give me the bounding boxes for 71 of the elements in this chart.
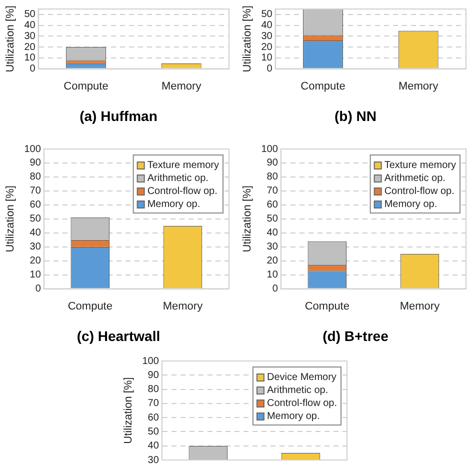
y-tick-label: 40 — [148, 440, 160, 452]
y-axis-title: Utilization [%] — [4, 6, 17, 72]
x-tick-label: Memory — [398, 80, 439, 92]
y-tick-label: 10 — [266, 270, 278, 281]
x-tick-label: Compute — [68, 300, 112, 312]
y-tick-label: 80 — [266, 172, 278, 183]
y-tick-label: 100 — [142, 356, 160, 367]
y-tick-label: 20 — [266, 256, 278, 267]
text: (c) Heartwall — [76, 328, 162, 344]
y-tick-label: 50 — [30, 214, 42, 225]
y-tick-label: 70 — [148, 398, 160, 410]
y-tick-label: 50 — [148, 426, 160, 438]
y-tick-label: 60 — [148, 412, 160, 424]
legend-label: Arithmetic op. — [266, 384, 328, 396]
x-tick-label: Compute — [304, 300, 350, 312]
y-axis-title: Utilization [%] — [242, 186, 254, 252]
y-tick-label: 0 — [30, 64, 36, 75]
y-tick-label: 60 — [30, 200, 42, 211]
x-tick-label: Memory — [162, 300, 204, 312]
legend-label: Texture memory — [147, 160, 220, 171]
y-tick-label: 60 — [266, 200, 278, 211]
y-tick-label: 20 — [24, 42, 36, 53]
y-tick-label: 70 — [30, 186, 42, 197]
y-tick-label: 50 — [261, 9, 273, 20]
legend-label: Memory op. — [266, 410, 320, 422]
y-tick-label: 0 — [35, 284, 42, 295]
y-tick-label: 80 — [148, 384, 160, 396]
y-tick-label: 70 — [266, 186, 278, 197]
legend-label: Arithmetic op. — [384, 172, 446, 184]
legend-label: Memory op. — [384, 198, 438, 210]
legend-label: Device Memory — [266, 372, 336, 383]
y-tick-label: 10 — [24, 52, 36, 64]
y-tick-label: 40 — [24, 20, 36, 32]
y-tick-label: 100 — [261, 144, 278, 155]
y-tick-label: 40 — [261, 20, 273, 32]
y-tick-label: 90 — [266, 158, 278, 169]
y-tick-label: 50 — [24, 9, 36, 20]
y-tick-label: 90 — [30, 158, 42, 169]
y-axis-title: Utilization [%] — [122, 377, 135, 444]
legend-label: Control-flow op. — [147, 186, 218, 197]
x-tick-label: Memory — [161, 80, 202, 92]
y-tick-label: 30 — [266, 242, 278, 253]
x-tick-label: Memory — [400, 300, 440, 312]
legend-label: Memory op. — [147, 198, 200, 210]
y-axis-title: Utilization [%] — [4, 186, 17, 252]
text: (a) Huffman — [78, 108, 158, 124]
y-tick-label: 100 — [24, 144, 42, 155]
y-tick-label: 30 — [24, 30, 36, 42]
text: (d) B+tree — [322, 328, 390, 344]
text: (b) NN — [334, 108, 378, 124]
y-tick-label: 20 — [261, 42, 273, 53]
legend-label: Control-flow op. — [266, 398, 337, 409]
y-tick-label: 30 — [148, 454, 160, 466]
y-tick-label: 0 — [266, 64, 273, 75]
x-tick-label: Compute — [300, 80, 346, 92]
y-tick-label: 40 — [266, 228, 278, 239]
y-tick-label: 10 — [261, 52, 273, 64]
y-tick-label: 40 — [30, 228, 42, 239]
y-axis-title: Utilization [%] — [242, 6, 254, 72]
y-tick-label: 90 — [148, 370, 160, 381]
legend-label: Texture memory — [384, 160, 456, 171]
y-tick-label: 20 — [30, 256, 42, 267]
y-tick-label: 30 — [30, 242, 42, 253]
y-tick-label: 80 — [30, 172, 42, 183]
y-tick-label: 50 — [266, 214, 278, 225]
legend-label: Arithmetic op. — [147, 172, 208, 184]
x-tick-label: Compute — [64, 80, 108, 92]
y-tick-label: 0 — [272, 284, 278, 295]
y-tick-label: 30 — [261, 30, 273, 42]
legend-label: Control-flow op. — [384, 186, 454, 197]
y-tick-label: 10 — [30, 270, 42, 281]
